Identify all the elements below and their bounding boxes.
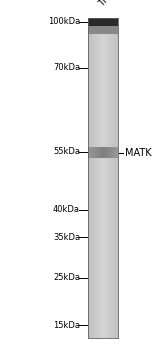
- Polygon shape: [89, 18, 90, 338]
- Text: 15kDa: 15kDa: [53, 321, 80, 329]
- Polygon shape: [91, 18, 92, 338]
- Bar: [90, 147, 91, 158]
- Polygon shape: [105, 18, 106, 338]
- Text: MATK: MATK: [125, 147, 152, 158]
- Bar: [88, 26, 118, 34]
- Bar: [91, 147, 92, 158]
- Polygon shape: [95, 18, 96, 338]
- Text: 35kDa: 35kDa: [53, 232, 80, 241]
- Bar: [103, 147, 104, 158]
- Polygon shape: [104, 18, 105, 338]
- Polygon shape: [94, 18, 95, 338]
- Text: 55kDa: 55kDa: [53, 147, 80, 156]
- Bar: [112, 147, 113, 158]
- Text: THP-1: THP-1: [97, 0, 122, 8]
- Bar: [100, 147, 101, 158]
- Bar: [96, 147, 97, 158]
- Polygon shape: [88, 18, 89, 338]
- Polygon shape: [113, 18, 114, 338]
- Bar: [88, 18, 118, 26]
- Bar: [115, 147, 116, 158]
- Polygon shape: [96, 18, 97, 338]
- Bar: [105, 147, 106, 158]
- Polygon shape: [101, 18, 102, 338]
- Bar: [106, 147, 107, 158]
- Polygon shape: [116, 18, 117, 338]
- Polygon shape: [108, 18, 109, 338]
- Bar: [88, 147, 89, 158]
- Bar: [109, 147, 110, 158]
- Bar: [94, 147, 95, 158]
- Bar: [111, 147, 112, 158]
- Bar: [92, 147, 93, 158]
- Polygon shape: [90, 18, 91, 338]
- Polygon shape: [93, 18, 94, 338]
- Text: 25kDa: 25kDa: [53, 273, 80, 282]
- Polygon shape: [97, 18, 98, 338]
- Text: 100kDa: 100kDa: [48, 18, 80, 27]
- Bar: [95, 147, 96, 158]
- Bar: [93, 147, 94, 158]
- Polygon shape: [92, 18, 93, 338]
- Polygon shape: [111, 18, 112, 338]
- Bar: [101, 147, 102, 158]
- Polygon shape: [99, 18, 100, 338]
- Bar: [89, 147, 90, 158]
- Bar: [97, 147, 98, 158]
- Bar: [114, 147, 115, 158]
- Polygon shape: [103, 18, 104, 338]
- Text: 70kDa: 70kDa: [53, 63, 80, 72]
- Polygon shape: [106, 18, 107, 338]
- Bar: [108, 147, 109, 158]
- Bar: [107, 147, 108, 158]
- Polygon shape: [107, 18, 108, 338]
- Polygon shape: [110, 18, 111, 338]
- Bar: [116, 147, 117, 158]
- Polygon shape: [100, 18, 101, 338]
- Bar: [99, 147, 100, 158]
- Polygon shape: [112, 18, 113, 338]
- Text: 40kDa: 40kDa: [53, 205, 80, 215]
- Bar: [117, 147, 118, 158]
- Bar: [98, 147, 99, 158]
- Bar: [113, 147, 114, 158]
- Polygon shape: [117, 18, 118, 338]
- Bar: [110, 147, 111, 158]
- Polygon shape: [114, 18, 115, 338]
- Bar: [104, 147, 105, 158]
- Polygon shape: [98, 18, 99, 338]
- Polygon shape: [115, 18, 116, 338]
- Polygon shape: [109, 18, 110, 338]
- Bar: [102, 147, 103, 158]
- Polygon shape: [102, 18, 103, 338]
